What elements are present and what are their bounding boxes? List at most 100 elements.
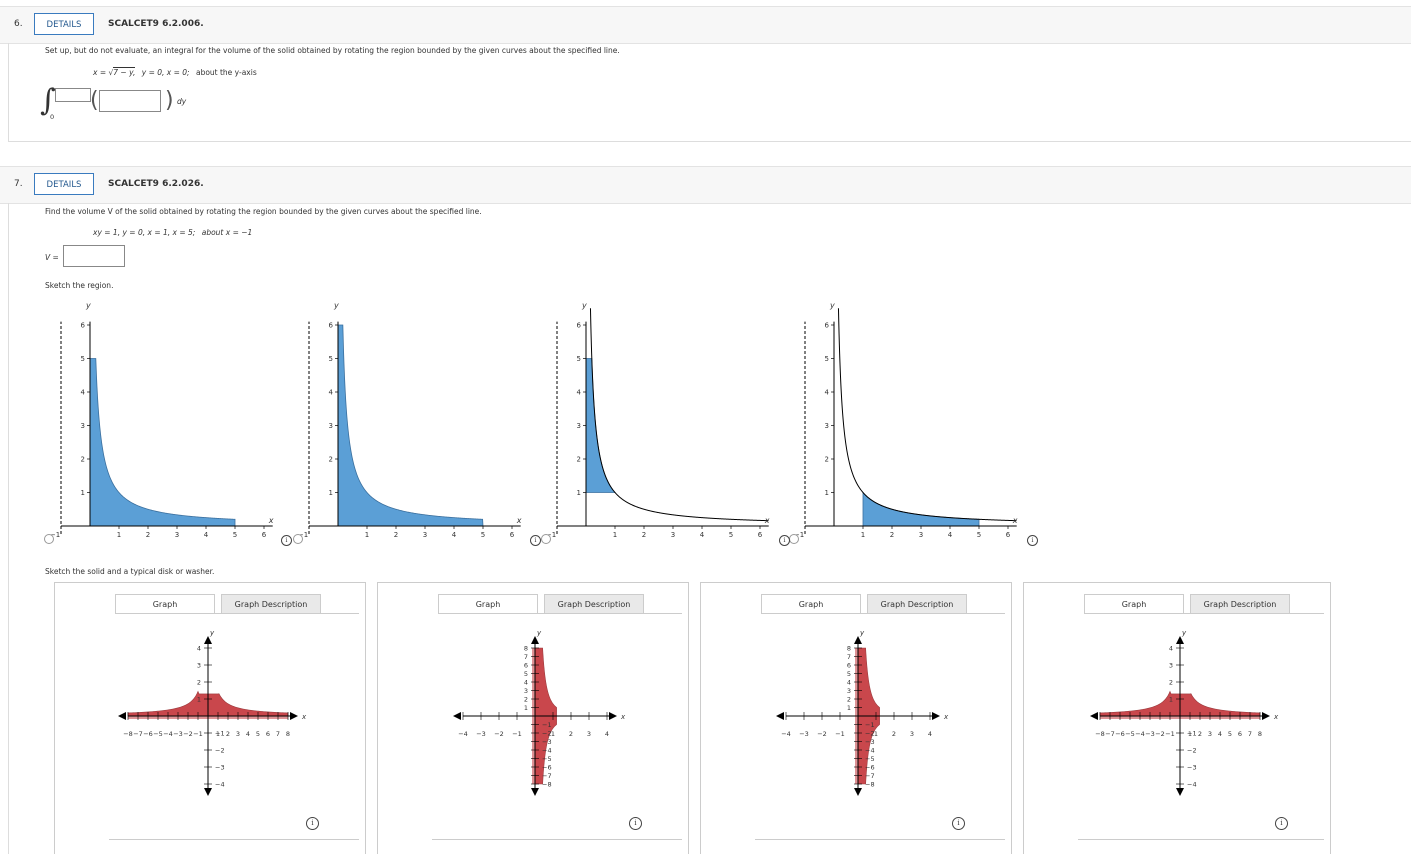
details-button[interactable]: DETAILS xyxy=(34,13,94,35)
y-tick-label: 1 xyxy=(577,489,581,497)
y-tick-label: 2 xyxy=(825,456,829,464)
y-tick-label: 1 xyxy=(524,704,528,712)
arrow-left xyxy=(776,712,784,720)
tab-graph-description[interactable]: Graph Description xyxy=(221,594,321,614)
y-axis-label: y xyxy=(859,629,865,637)
y-tick-label: 1 xyxy=(847,704,851,712)
x-tick-label: 7 xyxy=(276,730,280,738)
y-tick-label: 3 xyxy=(847,687,851,695)
region-choice-radio-1[interactable] xyxy=(44,534,54,544)
y-tick-label: 3 xyxy=(81,422,85,430)
y-tick-label: 1 xyxy=(197,696,201,704)
y-tick-label: 4 xyxy=(577,389,582,397)
y-tick-label: −1 xyxy=(215,730,225,738)
tab-graph-description[interactable]: Graph Description xyxy=(867,594,967,614)
info-icon[interactable]: i xyxy=(1275,817,1288,830)
x-tick-label: 4 xyxy=(204,531,209,539)
arrow-left xyxy=(1090,712,1098,720)
question-7-body xyxy=(8,203,1411,854)
y-tick-label: 2 xyxy=(524,696,528,704)
solid-graphs: −8 −7 −6 −5 −4 −3 −2 −1 1 2 3 4 5 6 7 8−4−3−2−11234yx−8… xyxy=(118,629,1279,796)
info-icon[interactable]: i xyxy=(530,535,541,546)
integrand-input[interactable] xyxy=(99,90,161,112)
sketch-region-label: Sketch the region. xyxy=(45,281,114,290)
y-tick-label: −2 xyxy=(215,747,225,755)
info-icon[interactable]: i xyxy=(779,535,790,546)
region-choice-radio-4[interactable] xyxy=(789,534,799,544)
sqrt-sign: √ xyxy=(108,68,114,77)
close-paren: ) xyxy=(165,88,174,113)
y-tick-label: −3 xyxy=(215,764,225,772)
y-tick-label: 5 xyxy=(577,355,581,363)
differential: dy xyxy=(177,97,187,106)
x-tick-label: 6 xyxy=(1238,730,1242,738)
upper-limit-input[interactable] xyxy=(55,88,91,102)
x-tick-label: −6 xyxy=(1115,730,1125,738)
arrow-right xyxy=(1262,712,1270,720)
info-icon[interactable]: i xyxy=(281,535,292,546)
tab-graph-description[interactable]: Graph Description xyxy=(544,594,644,614)
y-axis-label: y xyxy=(209,629,215,637)
y-tick-label: 1 xyxy=(825,489,829,497)
equation-text: xy = 1, y = 0, x = 1, x = 5; xyxy=(93,228,196,237)
info-icon[interactable]: i xyxy=(629,817,642,830)
y-tick-label: 2 xyxy=(1169,679,1173,687)
y-axis-label: y xyxy=(1181,629,1187,637)
x-tick-label: 4 xyxy=(928,730,932,738)
y-tick-label: 4 xyxy=(825,389,830,397)
x-tick-label: −6 xyxy=(143,730,153,738)
rotation-axis: about x = −1 xyxy=(201,228,253,237)
info-icon[interactable]: i xyxy=(952,817,965,830)
y-tick-label: −6 xyxy=(542,764,552,772)
x-tick-label: 6 xyxy=(510,531,515,539)
x-tick-label: 3 xyxy=(671,531,675,539)
region-choice-radio-2[interactable] xyxy=(293,534,303,544)
arrow-left xyxy=(118,712,126,720)
question-number: 7. xyxy=(14,179,23,189)
details-button[interactable]: DETAILS xyxy=(34,173,94,195)
equation-lhs: x = xyxy=(93,68,107,77)
x-tick-label: 2 xyxy=(642,531,646,539)
y-tick-label: −2 xyxy=(1187,747,1197,755)
x-tick-label: 5 xyxy=(481,531,485,539)
y-tick-label: −6 xyxy=(865,764,875,772)
x-tick-label: −7 xyxy=(133,730,143,738)
x-tick-label: 2 xyxy=(394,531,398,539)
x-tick-label: −1 xyxy=(794,531,804,539)
arrow-up xyxy=(1176,636,1184,644)
info-icon[interactable]: i xyxy=(1027,535,1038,546)
x-tick-label: 2 xyxy=(1198,730,1202,738)
x-axis-label: x xyxy=(268,516,274,525)
y-tick-label: −3 xyxy=(1187,764,1197,772)
y-tick-label: −7 xyxy=(542,772,552,780)
y-tick-label: 3 xyxy=(577,422,581,430)
x-tick-label: 6 xyxy=(266,730,270,738)
region-graph-4: −1 1 2 3 4 5 6 1 2 3 4 5 6 y x xyxy=(794,301,1018,539)
x-tick-label: 2 xyxy=(569,730,573,738)
y-tick-label: 3 xyxy=(524,687,528,695)
tab-graph[interactable]: Graph xyxy=(115,594,215,614)
region-choice-radio-3[interactable] xyxy=(541,534,551,544)
x-tick-label: −7 xyxy=(1105,730,1115,738)
x-tick-label: 5 xyxy=(256,730,260,738)
y-tick-label: 4 xyxy=(847,679,851,687)
tab-graph-description[interactable]: Graph Description xyxy=(1190,594,1290,614)
x-tick-label: −2 xyxy=(183,730,193,738)
x-tick-label: 6 xyxy=(262,531,267,539)
tab-graph[interactable]: Graph xyxy=(438,594,538,614)
y-tick-label: 1 xyxy=(81,489,85,497)
x-tick-label: −3 xyxy=(173,730,183,738)
info-icon[interactable]: i xyxy=(306,817,319,830)
tab-graph[interactable]: Graph xyxy=(761,594,861,614)
volume-answer-input[interactable] xyxy=(63,245,125,267)
question-code: SCALCET9 6.2.006. xyxy=(108,19,204,29)
x-tick-label: 5 xyxy=(729,531,733,539)
x-tick-label: 3 xyxy=(910,730,914,738)
x-tick-label: −8 xyxy=(1095,730,1105,738)
tab-graph[interactable]: Graph xyxy=(1084,594,1184,614)
y-tick-label: 6 xyxy=(329,322,334,330)
y-tick-label: 3 xyxy=(825,422,829,430)
y-tick-label: −4 xyxy=(215,781,225,789)
x-tick-label: 5 xyxy=(1228,730,1232,738)
